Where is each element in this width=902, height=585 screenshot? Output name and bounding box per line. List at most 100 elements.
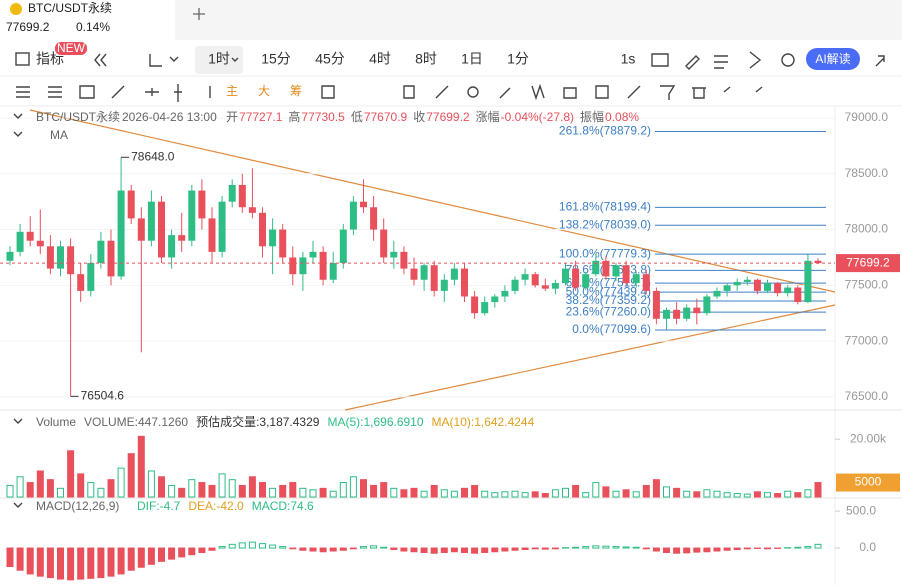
draw-tools[interactable] — [16, 84, 211, 102]
macd-bar — [380, 546, 388, 549]
annotation-label: 76504.6 — [81, 389, 125, 403]
candle-body — [349, 201, 357, 230]
fib-label: 138.2%(78039.0) — [559, 217, 651, 231]
candle-body — [440, 279, 448, 291]
macd-bar — [572, 546, 580, 549]
candle-body — [612, 265, 620, 277]
indicator-button[interactable]: 指标 — [36, 51, 64, 67]
volume-bar — [582, 492, 590, 498]
macd-bar — [360, 546, 367, 549]
volume-bar — [471, 484, 479, 498]
candle-body — [319, 251, 327, 280]
macd-bar — [491, 547, 499, 553]
candle-body — [279, 229, 287, 258]
toolbar-icons[interactable] — [651, 51, 885, 70]
macd-bar — [622, 546, 630, 549]
draw-tool[interactable]: 筹 — [290, 84, 302, 98]
candle-body — [592, 260, 600, 275]
add-tab[interactable] — [193, 8, 205, 20]
header-value: 77730.5 — [301, 110, 345, 124]
fib-label: 100.0%(77779.3) — [559, 246, 651, 260]
volume-bar — [551, 489, 559, 498]
candle-body — [733, 281, 741, 286]
draw-tool[interactable]: 大 — [258, 84, 270, 98]
interval-button[interactable]: 4时 — [369, 51, 391, 67]
volume-bar — [319, 487, 327, 498]
interval-button[interactable]: 1分 — [507, 51, 529, 67]
volume-bar — [531, 491, 539, 498]
candle-body — [299, 257, 307, 275]
draw-tool[interactable]: 主 — [226, 84, 238, 98]
interval-button[interactable]: 1日 — [461, 51, 483, 67]
macd-bar — [46, 547, 54, 579]
volume-bar — [804, 489, 812, 498]
interval-button[interactable]: 1时 — [208, 51, 230, 67]
volume-bar — [16, 476, 24, 498]
volume-bar — [218, 473, 226, 498]
interval-button[interactable]: 8时 — [415, 51, 437, 67]
candle-body — [804, 260, 812, 303]
volume-bar — [673, 487, 681, 498]
candle-body — [198, 190, 206, 219]
macd-bar — [713, 547, 721, 552]
candle-body — [127, 190, 135, 219]
macd-bar — [248, 541, 256, 549]
candle-body — [814, 260, 822, 264]
panel-stat: MACD:74.6 — [252, 499, 314, 513]
panel-stat: MA(5):1,696.6910 — [327, 415, 423, 429]
trend-line[interactable] — [29, 109, 836, 293]
y-tick-label: 76500.0 — [845, 389, 889, 403]
coin-icon — [10, 3, 22, 15]
macd-bar — [238, 542, 246, 549]
seconds-button[interactable]: 1s — [621, 51, 636, 67]
volume-bar — [481, 490, 489, 498]
candle-body — [683, 307, 691, 319]
tab[interactable] — [0, 0, 175, 40]
candle-body — [158, 201, 165, 258]
candle-body — [693, 307, 701, 314]
candle-body — [36, 240, 44, 247]
volume-bar — [188, 479, 196, 498]
candle-body — [774, 283, 782, 294]
ai-button[interactable]: AI解读 — [815, 52, 850, 66]
ai-button-bg[interactable] — [806, 48, 860, 70]
macd-title: MACD(12,26,9) — [36, 499, 119, 513]
toolbar-icons[interactable] — [94, 53, 179, 67]
macd-bar — [420, 547, 428, 553]
header-value: 0.08% — [605, 110, 639, 124]
interval-selected-bg — [195, 46, 243, 74]
volume-bar — [46, 479, 54, 498]
macd-bar — [450, 547, 458, 553]
macd-bar — [582, 546, 590, 549]
macd-bar — [158, 547, 165, 562]
draw-tools[interactable] — [321, 83, 763, 101]
volume-bar — [158, 476, 165, 498]
candle-body — [107, 240, 115, 277]
macd-bar — [67, 547, 75, 581]
volume-bar — [632, 491, 640, 498]
volume-bar — [612, 490, 620, 498]
macd-bar — [77, 547, 85, 580]
interval-button[interactable]: 15分 — [261, 51, 291, 67]
header-label: 振幅 — [580, 109, 604, 124]
trend-line[interactable] — [344, 304, 836, 411]
macd-bar — [541, 547, 549, 550]
volume-bar — [814, 482, 822, 498]
macd-bar — [440, 547, 448, 553]
macd-bar — [208, 547, 216, 551]
volume-title: Volume — [36, 415, 76, 429]
candle-body — [420, 265, 428, 280]
macd-bar — [269, 544, 277, 549]
candle-body — [784, 287, 792, 294]
y-tick-label: 500.0 — [846, 503, 876, 517]
candle-body — [309, 251, 317, 258]
macd-bar — [117, 547, 125, 575]
volume-bar — [541, 493, 549, 498]
collapse-icons[interactable] — [13, 113, 23, 508]
volume-bar — [259, 482, 266, 498]
interval-button[interactable]: 45分 — [315, 51, 345, 67]
candle-body — [481, 302, 489, 314]
candle-body — [97, 240, 105, 264]
candle-body — [238, 184, 246, 208]
